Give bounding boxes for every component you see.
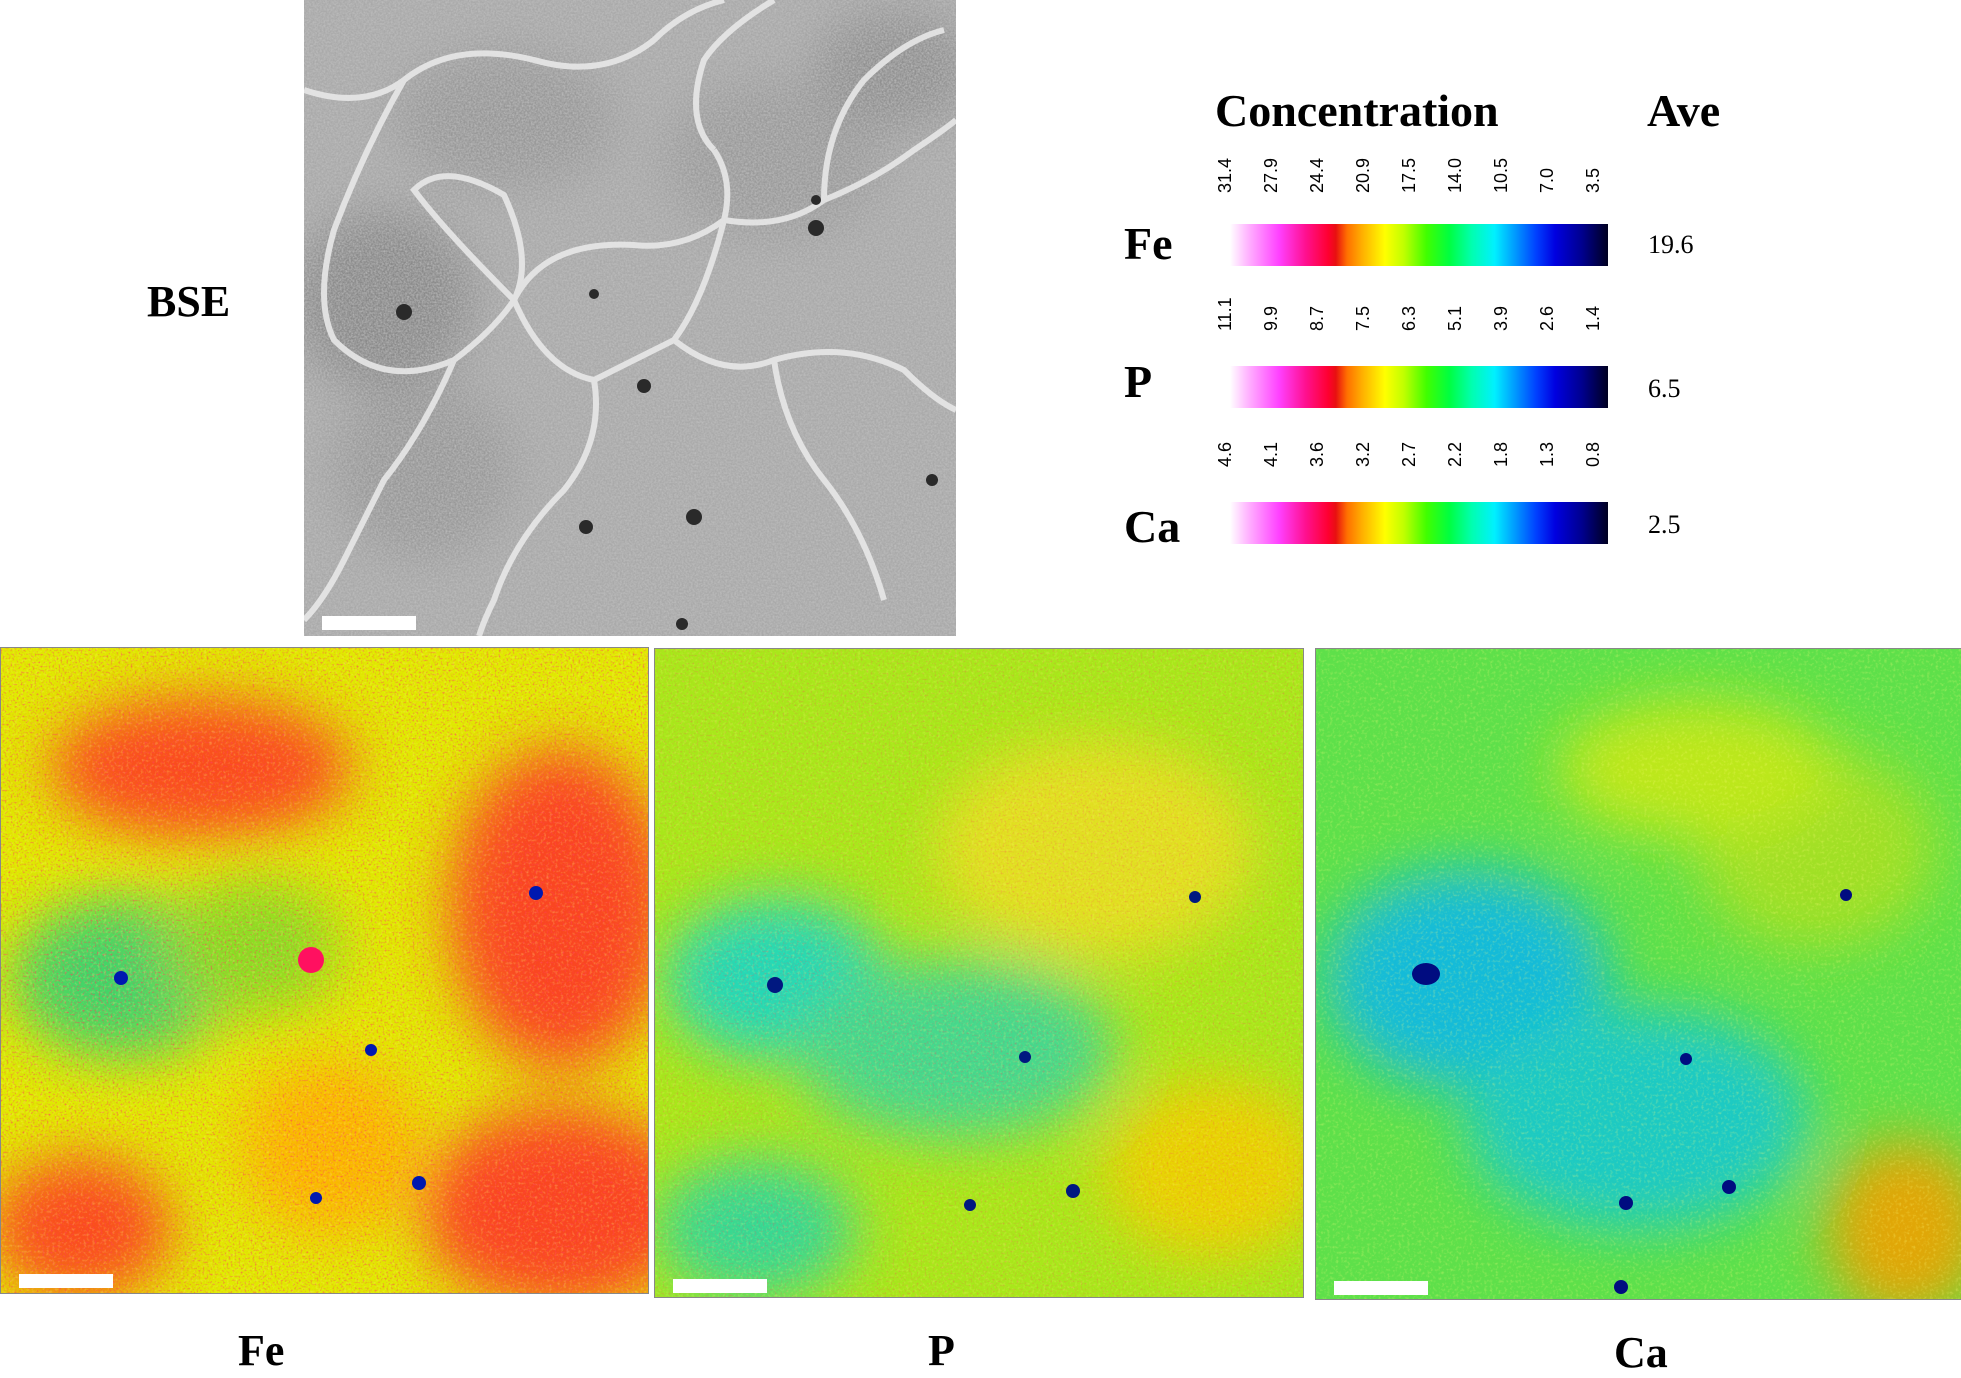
legend-label-p: P <box>1124 356 1153 407</box>
bse-label: BSE <box>147 277 231 326</box>
tick-label: 10.5 <box>1491 157 1511 193</box>
tick-label: 9.9 <box>1261 305 1281 331</box>
legend-label-ca: Ca <box>1124 501 1181 552</box>
tick-label: 4.1 <box>1261 441 1281 467</box>
scale-bar <box>19 1274 113 1288</box>
p-map <box>654 648 1304 1298</box>
map-label-ca: Ca <box>1614 1328 1668 1377</box>
colorbar-p <box>1230 366 1608 408</box>
tick-label: 14.0 <box>1445 157 1465 193</box>
tick-label: 4.6 <box>1215 441 1235 467</box>
tick-label: 8.7 <box>1307 305 1327 331</box>
map-label-p: P <box>928 1326 955 1375</box>
scale-bar <box>1334 1281 1428 1295</box>
tick-label: 6.3 <box>1399 305 1419 331</box>
tick-label: 3.2 <box>1353 441 1373 467</box>
tick-label: 24.4 <box>1307 157 1327 193</box>
ave-value-p: 6.5 <box>1648 374 1681 403</box>
ave-value-fe: 19.6 <box>1648 230 1694 259</box>
concentration-title: Concentration <box>1215 85 1499 136</box>
ca-map <box>1315 648 1961 1300</box>
tick-label: 20.9 <box>1353 157 1373 193</box>
tick-label: 1.4 <box>1583 305 1603 331</box>
tick-label: 1.3 <box>1537 441 1557 467</box>
tick-label: 3.9 <box>1491 305 1511 331</box>
bse-micrograph <box>304 0 956 636</box>
scale-bar <box>322 616 416 630</box>
tick-label: 3.5 <box>1583 167 1603 193</box>
fe-tick-labels: 31.4 27.9 24.4 20.9 17.5 14.0 10.5 7.0 3… <box>1215 154 1623 214</box>
map-label-fe: Fe <box>238 1326 285 1375</box>
colorbar-fe <box>1230 224 1608 266</box>
tick-label: 1.8 <box>1491 441 1511 467</box>
tick-label: 2.7 <box>1399 441 1419 467</box>
ave-title: Ave <box>1647 85 1721 136</box>
tick-label: 17.5 <box>1399 157 1419 193</box>
fe-map <box>0 647 649 1294</box>
tick-label: 31.4 <box>1215 157 1235 193</box>
tick-label: 7.0 <box>1537 167 1557 193</box>
tick-label: 11.1 <box>1215 297 1235 331</box>
p-tick-labels: 11.1 9.9 8.7 7.5 6.3 5.1 3.9 2.6 1.4 <box>1215 292 1623 352</box>
ca-tick-labels: 4.6 4.1 3.6 3.2 2.7 2.2 1.8 1.3 0.8 <box>1215 428 1623 488</box>
tick-label: 0.8 <box>1583 441 1603 467</box>
tick-label: 3.6 <box>1307 441 1327 467</box>
colorbar-ca <box>1230 502 1608 544</box>
legend-label-fe: Fe <box>1124 218 1173 269</box>
tick-label: 7.5 <box>1353 305 1373 331</box>
tick-label: 27.9 <box>1261 157 1281 193</box>
tick-label: 5.1 <box>1445 305 1465 331</box>
tick-label: 2.6 <box>1537 305 1557 331</box>
tick-label: 2.2 <box>1445 441 1465 467</box>
ave-value-ca: 2.5 <box>1648 510 1681 539</box>
scale-bar <box>673 1279 767 1293</box>
